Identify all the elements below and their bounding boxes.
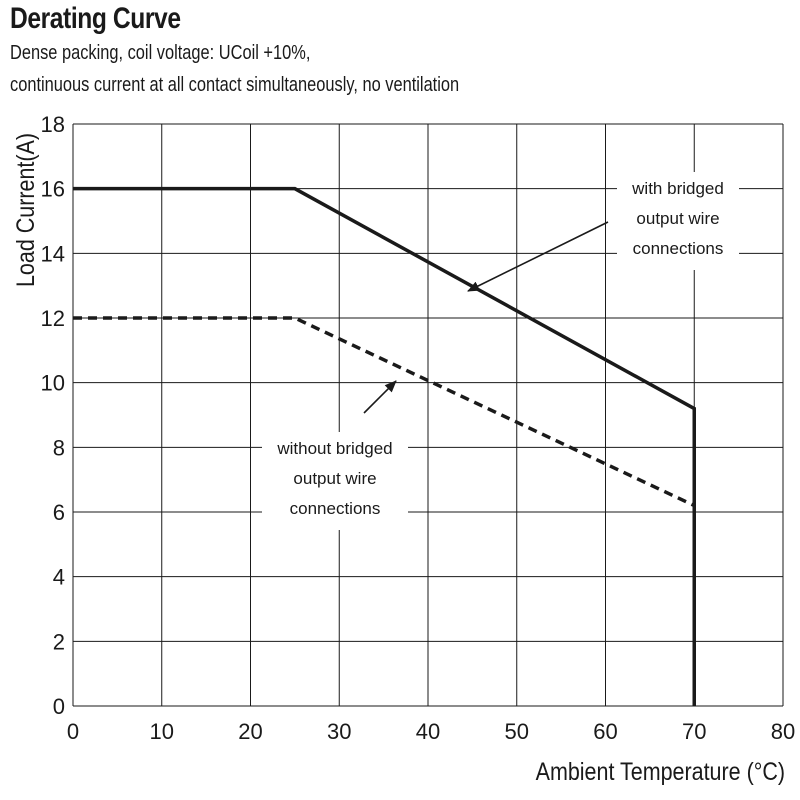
x-tick-label-5: 50 [505, 719, 529, 744]
y-tick-label-6: 12 [41, 306, 65, 331]
y-tick-label-9: 18 [41, 112, 65, 137]
x-tick-label-6: 60 [593, 719, 617, 744]
x-tick-label-3: 30 [327, 719, 351, 744]
y-axis-label: Load Current(A) [11, 133, 39, 287]
series-line-without-bridged [73, 316, 695, 508]
x-tick-label-7: 70 [682, 719, 706, 744]
y-tick-label-4: 8 [53, 435, 65, 460]
annotation-0-line-2: connections [633, 239, 724, 258]
x-tick-label-4: 40 [416, 719, 440, 744]
chart-title: Derating Curve [10, 2, 181, 35]
x-tick-label-0: 0 [67, 719, 79, 744]
x-tick-label-8: 80 [771, 719, 795, 744]
chart-subtitle-line-1: Dense packing, coil voltage: UCoil +10%, [10, 42, 311, 64]
annotation-1-line-2: connections [290, 499, 381, 518]
y-tick-label-2: 4 [53, 565, 65, 590]
y-tick-label-1: 2 [53, 629, 65, 654]
chart-subtitle-line-2: continuous current at all contact simult… [10, 74, 460, 96]
series-line-with-bridged [73, 186, 696, 706]
tick-labels: 0 10 20 30 40 50 60 70 80 0 2 4 6 8 10 12 14 16 18 [41, 112, 796, 744]
annotation-1-line-1: output wire [293, 469, 376, 488]
x-axis-label: Ambient Temperature (°C) [536, 757, 785, 785]
x-tick-label-1: 10 [150, 719, 174, 744]
annotation-1-line-0: without bridged [276, 439, 392, 458]
y-tick-label-8: 16 [41, 177, 65, 202]
annotation-0-line-1: output wire [636, 209, 719, 228]
annotation-arrow-1 [363, 380, 397, 414]
x-tick-label-2: 20 [238, 719, 262, 744]
annotations: with bridged output wire connections withou… [262, 172, 739, 530]
y-tick-label-0: 0 [53, 694, 65, 719]
y-tick-label-3: 6 [53, 500, 65, 525]
annotation-box-0 [617, 172, 739, 270]
y-tick-label-7: 14 [41, 241, 65, 266]
y-tick-label-5: 10 [41, 371, 65, 396]
annotation-box-1 [262, 432, 408, 530]
annotation-arrow-0 [467, 221, 609, 292]
series [73, 186, 696, 706]
annotation-0-line-0: with bridged [631, 179, 724, 198]
